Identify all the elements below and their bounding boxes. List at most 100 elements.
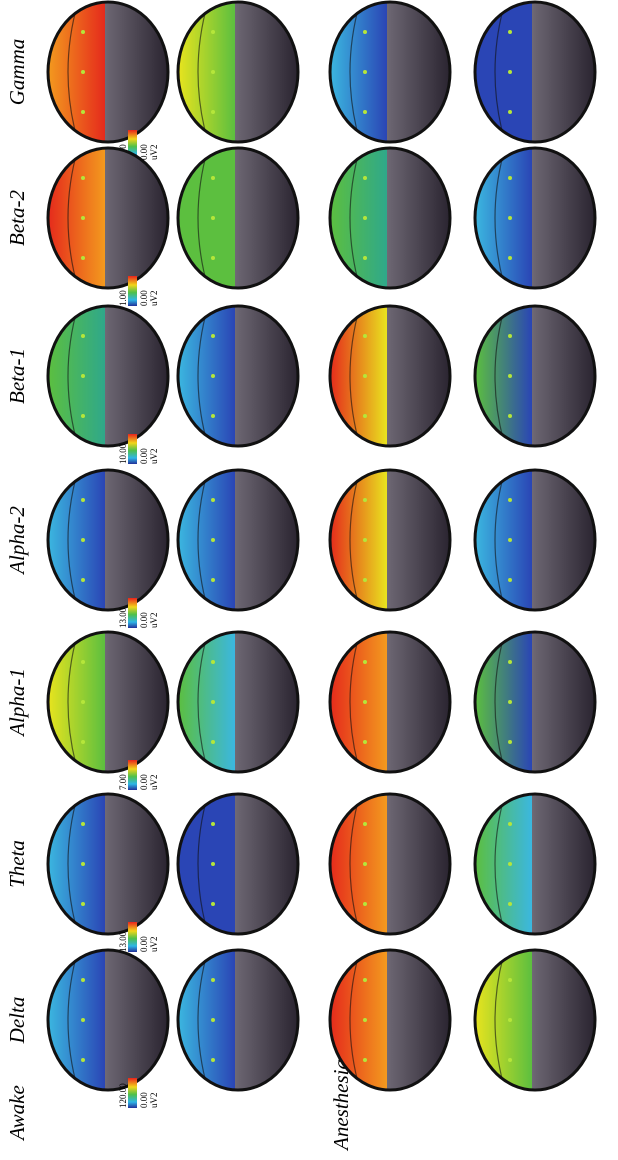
electrode: [81, 30, 85, 34]
electrode: [363, 70, 367, 74]
electrode: [363, 700, 367, 704]
scale-max: 10.00: [118, 443, 128, 464]
electrode: [81, 70, 85, 74]
scalp-map: [475, 306, 532, 446]
electrode: [363, 30, 367, 34]
electrode: [211, 578, 215, 582]
scalp-map: [475, 794, 532, 934]
scale-unit: uV2: [149, 775, 159, 791]
electrode: [508, 334, 512, 338]
electrode: [211, 30, 215, 34]
electrode: [508, 30, 512, 34]
scalp-map: [178, 794, 235, 934]
electrode: [81, 538, 85, 542]
electrode: [211, 978, 215, 982]
scalp-map: [48, 632, 105, 772]
scale-min: 0.00: [139, 290, 149, 306]
scale-min: 0.00: [139, 612, 149, 628]
electrode: [81, 1018, 85, 1022]
band-label: Beta-2: [5, 190, 29, 246]
electrode: [508, 578, 512, 582]
scalp-map: [475, 632, 532, 772]
scalp-map: [178, 470, 235, 610]
electrode: [81, 414, 85, 418]
electrode: [363, 740, 367, 744]
electrode: [508, 70, 512, 74]
scalp-map: [48, 2, 105, 142]
electrode: [363, 334, 367, 338]
scale-unit: uV2: [149, 1093, 159, 1109]
electrode: [508, 414, 512, 418]
electrode: [81, 660, 85, 664]
electrode: [508, 822, 512, 826]
electrode: [81, 978, 85, 982]
electrode: [211, 740, 215, 744]
scale-unit: uV2: [149, 145, 159, 161]
electrode: [363, 862, 367, 866]
electrode: [81, 334, 85, 338]
electrode: [508, 700, 512, 704]
electrode: [211, 822, 215, 826]
electrode: [211, 176, 215, 180]
scalp-map: [178, 306, 235, 446]
electrode: [81, 740, 85, 744]
electrode: [211, 1058, 215, 1062]
band-label: Alpha-1: [5, 668, 29, 738]
condition-label: Awake: [5, 1085, 29, 1142]
scalp-map: [48, 306, 105, 446]
electrode: [211, 498, 215, 502]
scale-max: 13.00: [118, 931, 128, 952]
scalp-map: [475, 2, 532, 142]
electrode: [508, 740, 512, 744]
band-label: Delta: [5, 997, 29, 1045]
scalp-map: [330, 794, 387, 934]
electrode: [211, 374, 215, 378]
scalp-map: [178, 2, 235, 142]
electrode: [81, 498, 85, 502]
scalp-map: [475, 148, 532, 288]
scalp-map: [48, 148, 105, 288]
color-bar: [128, 760, 137, 790]
color-bar: [128, 922, 137, 952]
scale-max: 7.00: [118, 774, 128, 790]
color-bar: [128, 276, 137, 306]
band-label: Gamma: [5, 39, 29, 106]
electrode: [81, 822, 85, 826]
electrode: [363, 374, 367, 378]
electrode: [363, 1018, 367, 1022]
scalp-map: [178, 950, 235, 1090]
electrode: [211, 256, 215, 260]
scale-min: 0.00: [139, 936, 149, 952]
scalp-map: [48, 794, 105, 934]
electrode: [81, 1058, 85, 1062]
electrode: [363, 498, 367, 502]
electrode: [81, 902, 85, 906]
electrode: [363, 902, 367, 906]
electrode: [363, 1058, 367, 1062]
scale-max: 13.00: [118, 607, 128, 628]
scalp-map: [475, 470, 532, 610]
electrode: [81, 110, 85, 114]
electrode: [211, 1018, 215, 1022]
electrode: [508, 256, 512, 260]
electrode: [508, 374, 512, 378]
band-label: Theta: [5, 840, 29, 888]
electrode: [508, 538, 512, 542]
electrode: [363, 216, 367, 220]
electrode: [508, 1018, 512, 1022]
electrode: [81, 374, 85, 378]
electrode: [81, 216, 85, 220]
electrode: [363, 578, 367, 582]
electrode: [81, 700, 85, 704]
electrode: [508, 176, 512, 180]
electrode: [211, 538, 215, 542]
electrode: [211, 902, 215, 906]
color-bar: [128, 1078, 137, 1108]
electrode: [211, 70, 215, 74]
scale-max: 120.00: [118, 1083, 128, 1108]
electrode: [81, 578, 85, 582]
scalp-map: [178, 632, 235, 772]
electrode: [211, 700, 215, 704]
scalp-map: [330, 632, 387, 772]
electrode: [508, 498, 512, 502]
